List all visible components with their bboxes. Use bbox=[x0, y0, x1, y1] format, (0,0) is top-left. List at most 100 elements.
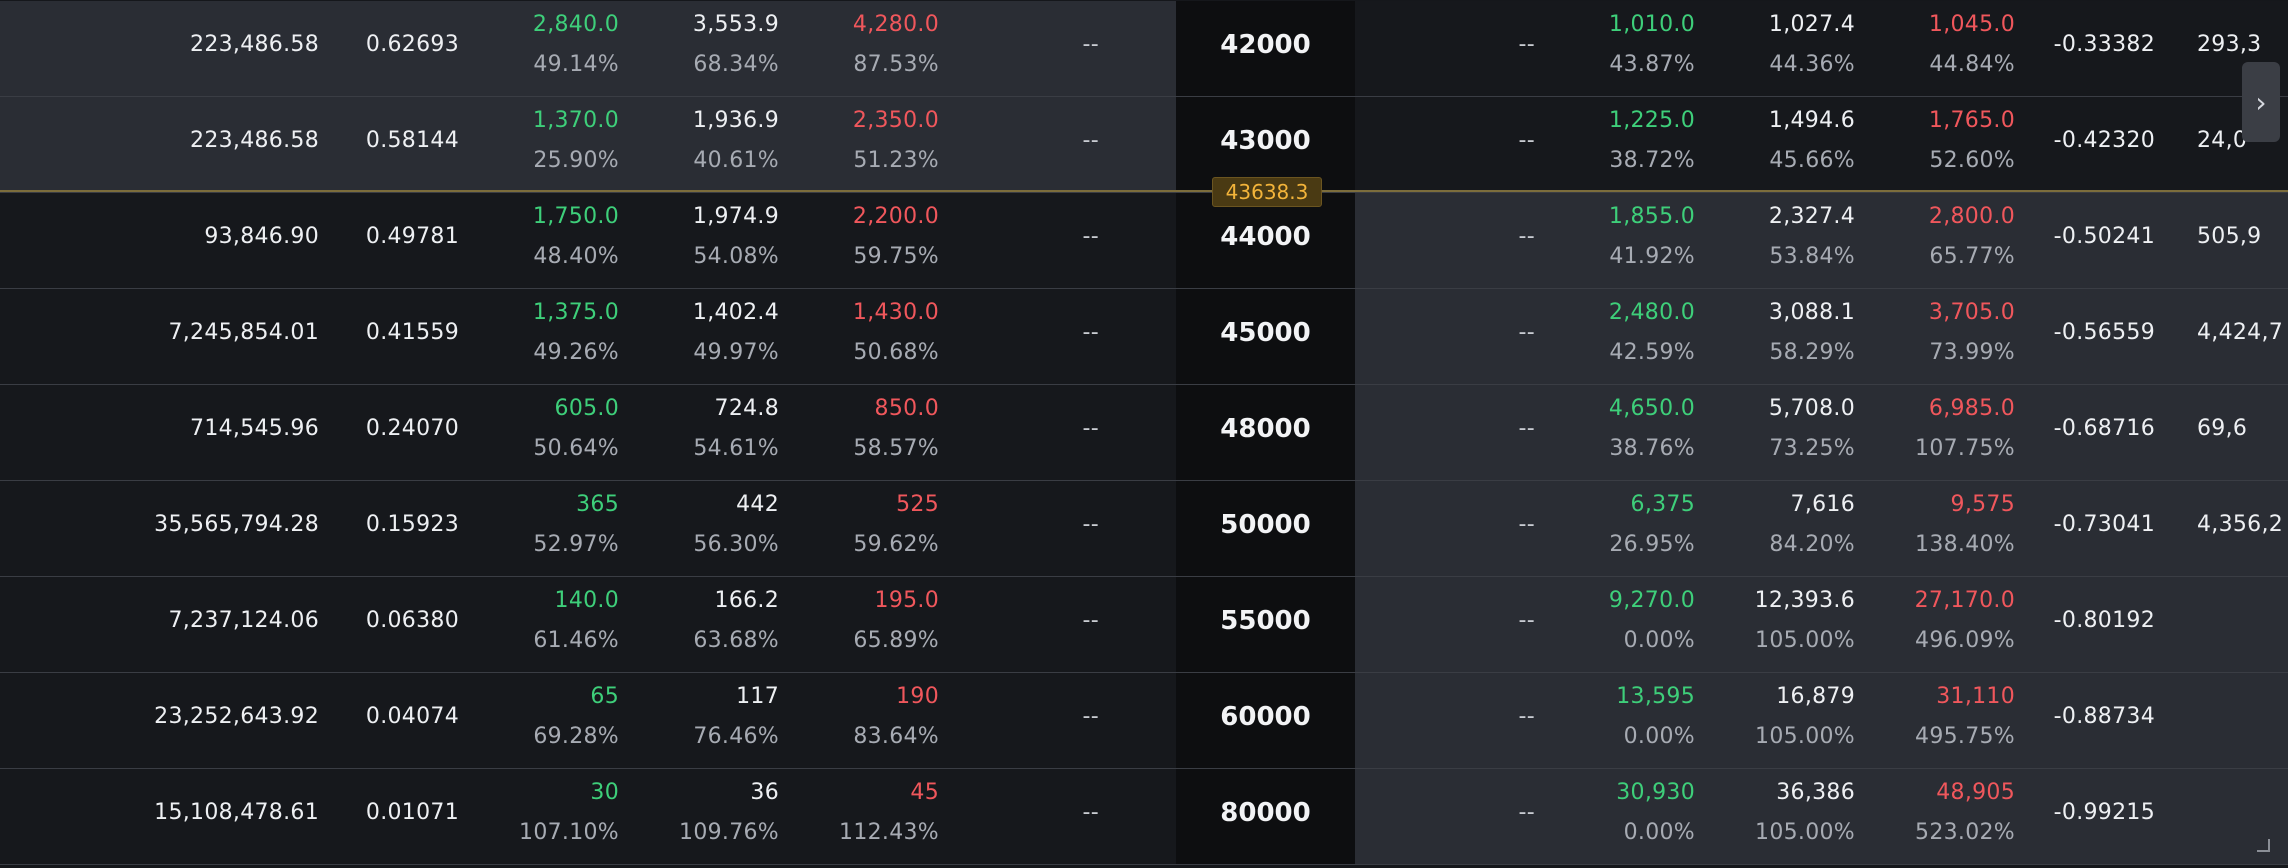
put-bid-value[interactable]: 2,480.0 bbox=[1608, 300, 1695, 325]
put-ask-iv-value: 495.75% bbox=[1915, 724, 2015, 749]
put-bid-value[interactable]: 6,375 bbox=[1630, 492, 1695, 517]
call-mark-value[interactable]: 166.2 bbox=[714, 588, 779, 613]
call-mark-value[interactable]: 3,553.9 bbox=[692, 12, 779, 37]
put-bid-value[interactable]: 9,270.0 bbox=[1608, 588, 1695, 613]
put-bid-iv-value: 43.87% bbox=[1609, 52, 1695, 77]
put-ask-iv-value: 107.75% bbox=[1915, 436, 2015, 461]
call-col2-value: 0.49781 bbox=[365, 224, 459, 249]
chevron-right-icon: › bbox=[2255, 85, 2267, 119]
call-bid-value[interactable]: 1,370.0 bbox=[532, 108, 619, 133]
option-row[interactable]: 23,252,643.92 0.04074 65 69.28% 117 76.46% 190… bbox=[0, 673, 2288, 769]
put-bid-value[interactable]: 30,930 bbox=[1616, 780, 1695, 805]
call-bid-value[interactable]: 1,375.0 bbox=[532, 300, 619, 325]
put-col2-value: 293,3 bbox=[2197, 32, 2262, 57]
call-side-bg bbox=[0, 577, 1176, 673]
call-mark-value[interactable]: 1,974.9 bbox=[692, 204, 779, 229]
option-row[interactable]: 7,237,124.06 0.06380 140.0 61.46% 166.2 63.68… bbox=[0, 577, 2288, 673]
call-dash-value: -- bbox=[1082, 224, 1099, 249]
option-row[interactable]: 7,245,854.01 0.41559 1,375.0 49.26% 1,402.4 4… bbox=[0, 289, 2288, 385]
put-mark-value[interactable]: 5,708.0 bbox=[1768, 396, 1855, 421]
call-col1-value: 7,245,854.01 bbox=[168, 320, 319, 345]
call-mark-value[interactable]: 1,936.9 bbox=[692, 108, 779, 133]
put-bid-value[interactable]: 13,595 bbox=[1616, 684, 1695, 709]
put-mark-value[interactable]: 1,494.6 bbox=[1768, 108, 1855, 133]
call-dash-value: -- bbox=[1082, 32, 1099, 57]
row-divider bbox=[0, 384, 2288, 385]
call-bid-value[interactable]: 365 bbox=[576, 492, 619, 517]
put-ask-value[interactable]: 9,575 bbox=[1950, 492, 2015, 517]
put-bid-value[interactable]: 1,010.0 bbox=[1608, 12, 1695, 37]
put-bid-iv-value: 0.00% bbox=[1623, 628, 1695, 653]
option-row[interactable]: 35,565,794.28 0.15923 365 52.97% 442 56.30% 52… bbox=[0, 481, 2288, 577]
call-ask-value[interactable]: 1,430.0 bbox=[852, 300, 939, 325]
put-ask-value[interactable]: 31,110 bbox=[1936, 684, 2015, 709]
option-row[interactable]: 223,486.58 0.62693 2,840.0 49.14% 3,553.9 68.… bbox=[0, 1, 2288, 97]
call-bid-value[interactable]: 2,840.0 bbox=[532, 12, 619, 37]
call-ask-value[interactable]: 45 bbox=[910, 780, 939, 805]
strike-price: 48000 bbox=[1220, 414, 1311, 444]
call-side-bg bbox=[0, 289, 1176, 385]
call-col1-value: 7,237,124.06 bbox=[168, 608, 319, 633]
put-ask-iv-value: 523.02% bbox=[1915, 820, 2015, 845]
call-mark-value[interactable]: 442 bbox=[736, 492, 779, 517]
put-ask-iv-value: 44.84% bbox=[1929, 52, 2015, 77]
call-dash-value: -- bbox=[1082, 608, 1099, 633]
call-mark-value[interactable]: 724.8 bbox=[714, 396, 779, 421]
call-ask-value[interactable]: 190 bbox=[896, 684, 939, 709]
put-mark-value[interactable]: 7,616 bbox=[1790, 492, 1855, 517]
put-ask-iv-value: 73.99% bbox=[1929, 340, 2015, 365]
put-bid-iv-value: 42.59% bbox=[1609, 340, 1695, 365]
call-mark-value[interactable]: 36 bbox=[750, 780, 779, 805]
call-ask-value[interactable]: 2,350.0 bbox=[852, 108, 939, 133]
put-bid-value[interactable]: 1,225.0 bbox=[1608, 108, 1695, 133]
call-bid-value[interactable]: 30 bbox=[590, 780, 619, 805]
put-ask-value[interactable]: 3,705.0 bbox=[1928, 300, 2015, 325]
row-divider bbox=[0, 864, 2288, 865]
option-row[interactable]: 15,108,478.61 0.01071 30 107.10% 36 109.76% 45… bbox=[0, 769, 2288, 865]
option-row[interactable]: 93,846.90 0.49781 1,750.0 48.40% 1,974.9 54.0… bbox=[0, 193, 2288, 289]
option-row[interactable]: 714,545.96 0.24070 605.0 50.64% 724.8 54.61% 8… bbox=[0, 385, 2288, 481]
put-ask-value[interactable]: 48,905 bbox=[1936, 780, 2015, 805]
put-mark-value[interactable]: 3,088.1 bbox=[1768, 300, 1855, 325]
call-bid-iv-value: 107.10% bbox=[519, 820, 619, 845]
put-bid-value[interactable]: 4,650.0 bbox=[1608, 396, 1695, 421]
call-bid-value[interactable]: 140.0 bbox=[554, 588, 619, 613]
strike-price: 44000 bbox=[1220, 222, 1311, 252]
strike-column-bg bbox=[1176, 577, 1355, 673]
call-bid-value[interactable]: 65 bbox=[590, 684, 619, 709]
call-bid-value[interactable]: 605.0 bbox=[554, 396, 619, 421]
put-mark-value[interactable]: 12,393.6 bbox=[1754, 588, 1855, 613]
put-ask-value[interactable]: 1,765.0 bbox=[1928, 108, 2015, 133]
put-ask-value[interactable]: 2,800.0 bbox=[1928, 204, 2015, 229]
put-mark-value[interactable]: 1,027.4 bbox=[1768, 12, 1855, 37]
call-mark-value[interactable]: 1,402.4 bbox=[692, 300, 779, 325]
option-row[interactable]: 223,486.58 0.58144 1,370.0 25.90% 1,936.9 40.… bbox=[0, 97, 2288, 193]
row-divider bbox=[0, 576, 2288, 577]
call-mark-iv-value: 40.61% bbox=[693, 148, 779, 173]
call-ask-value[interactable]: 195.0 bbox=[874, 588, 939, 613]
put-ask-value[interactable]: 27,170.0 bbox=[1914, 588, 2015, 613]
put-col1-value: -0.99215 bbox=[2053, 800, 2155, 825]
call-bid-value[interactable]: 1,750.0 bbox=[532, 204, 619, 229]
call-ask-value[interactable]: 525 bbox=[896, 492, 939, 517]
call-mark-iv-value: 54.08% bbox=[693, 244, 779, 269]
call-ask-iv-value: 59.75% bbox=[853, 244, 939, 269]
put-mark-iv-value: 105.00% bbox=[1755, 820, 1855, 845]
atm-price-line bbox=[0, 190, 2288, 192]
put-bid-value[interactable]: 1,855.0 bbox=[1608, 204, 1695, 229]
scroll-right-button[interactable]: › bbox=[2242, 62, 2280, 142]
put-ask-value[interactable]: 1,045.0 bbox=[1928, 12, 2015, 37]
put-col1-value: -0.68716 bbox=[2053, 416, 2155, 441]
resize-handle-icon[interactable] bbox=[2256, 838, 2270, 852]
put-ask-value[interactable]: 6,985.0 bbox=[1928, 396, 2015, 421]
strike-price: 42000 bbox=[1220, 30, 1311, 60]
put-mark-value[interactable]: 36,386 bbox=[1776, 780, 1855, 805]
put-mark-value[interactable]: 2,327.4 bbox=[1768, 204, 1855, 229]
put-mark-value[interactable]: 16,879 bbox=[1776, 684, 1855, 709]
call-side-bg bbox=[0, 385, 1176, 481]
call-ask-value[interactable]: 2,200.0 bbox=[852, 204, 939, 229]
row-divider bbox=[0, 288, 2288, 289]
call-ask-value[interactable]: 4,280.0 bbox=[852, 12, 939, 37]
call-ask-value[interactable]: 850.0 bbox=[874, 396, 939, 421]
call-mark-value[interactable]: 117 bbox=[736, 684, 779, 709]
